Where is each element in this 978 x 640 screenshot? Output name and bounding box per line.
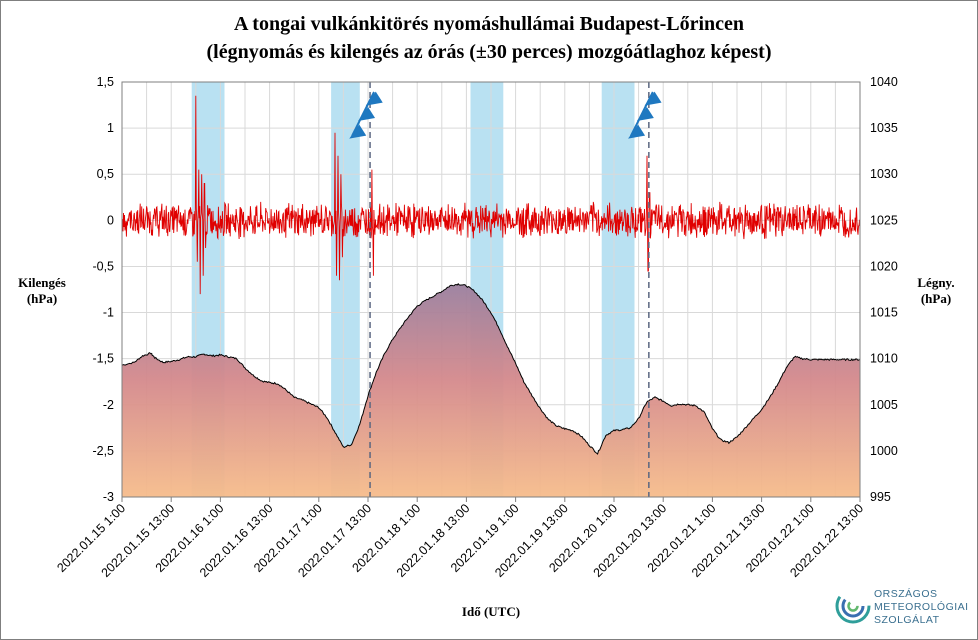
y-axis-right-label-line1: Légny. — [917, 275, 954, 290]
y-right-tick-label: 1035 — [870, 121, 898, 135]
y-right-tick-label: 1010 — [870, 352, 898, 366]
pressure-area — [122, 283, 860, 497]
pressure-line — [122, 283, 860, 455]
x-axis-label: Idő (UTC) — [462, 604, 520, 619]
y-right-tick-label: 1000 — [870, 444, 898, 458]
y-axis-left-label-line1: Kilengés — [18, 275, 66, 290]
cold-front-triangle-icon — [358, 107, 376, 121]
y-axis-right-ticks: 1040 1035 1030 1025 1020 1015 1010 1005 1000 995 — [870, 75, 898, 504]
logo-swirl-icon — [835, 588, 871, 624]
highlight-band-2 — [331, 82, 360, 497]
event-dashed-lines — [369, 82, 650, 497]
oscillation-line — [122, 95, 860, 295]
pressure-area-fill — [122, 283, 860, 497]
y-left-tick-label: -2 — [103, 398, 114, 412]
cold-front-triangle-icon — [628, 124, 646, 139]
front-markers — [349, 91, 662, 139]
y-right-tick-label: 995 — [870, 490, 891, 504]
y-left-tick-label: 0,5 — [97, 167, 114, 181]
cold-front-triangle-icon — [636, 107, 654, 121]
plot-border — [121, 81, 861, 498]
y-right-tick-label: 1005 — [870, 398, 898, 412]
y-right-tick-label: 1020 — [870, 259, 898, 273]
logo-text-line1: ORSZÁGOS — [874, 587, 938, 600]
y-axis-right-label-line2: (hPa) — [921, 291, 951, 306]
omsz-logo: ORSZÁGOS METEOROLÓGIAI SZOLGÁLAT — [835, 587, 969, 626]
chart-subtitle: (légnyomás és kilengés az órás (±30 perc… — [207, 41, 772, 63]
cold-front-triangle-icon — [349, 124, 367, 139]
y-axis-left-label-line2: (hPa) — [27, 291, 57, 306]
y-left-tick-label: -3 — [103, 490, 114, 504]
y-right-tick-label: 1040 — [870, 75, 898, 89]
chart-title: A tongai vulkánkitörés nyomáshullámai Bu… — [234, 13, 744, 35]
y-left-tick-label: 0 — [107, 213, 114, 227]
y-left-tick-label: -0,5 — [92, 259, 114, 273]
y-left-tick-label: 1,5 — [97, 75, 114, 89]
logo-text-line2: METEOROLÓGIAI — [874, 600, 969, 613]
highlight-band-4 — [601, 82, 635, 497]
y-left-tick-label: -1,5 — [92, 352, 114, 366]
axes — [121, 81, 861, 498]
y-left-tick-label: 1 — [107, 121, 114, 135]
y-axis-left-ticks: 1,5 1 0,5 0 -0,5 -1 -1,5 -2 -2,5 -3 — [92, 75, 114, 504]
y-right-tick-label: 1030 — [870, 167, 898, 181]
y-right-tick-label: 1025 — [870, 213, 898, 227]
cold-front-triangle-icon — [644, 91, 662, 106]
y-right-tick-label: 1015 — [870, 306, 898, 320]
logo-text-line3: SZOLGÁLAT — [874, 613, 940, 626]
cold-front-triangle-icon — [365, 91, 383, 106]
oscillation-line-path — [122, 95, 860, 295]
y-left-tick-label: -2,5 — [92, 444, 114, 458]
y-left-tick-label: -1 — [103, 306, 114, 320]
